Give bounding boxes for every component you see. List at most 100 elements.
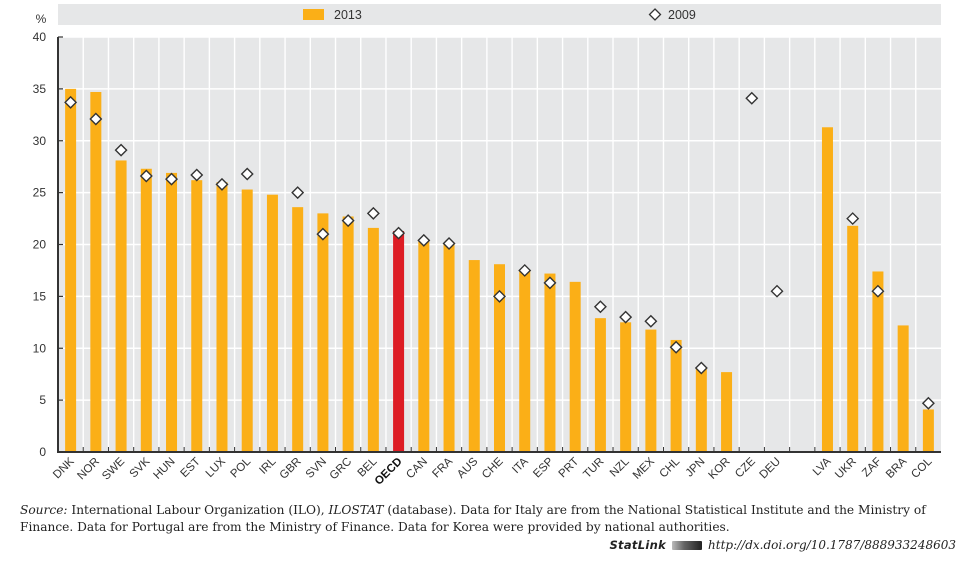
bar-2013-svk	[140, 168, 152, 452]
x-tick-label-gbr: GBR	[278, 456, 304, 482]
marker-2009-pol	[240, 167, 254, 181]
bar-2013-che	[494, 264, 505, 452]
x-tick-label-cze: CZE	[733, 455, 758, 480]
x-tick-label-can: CAN	[404, 456, 430, 482]
bar-2013-swe	[115, 160, 127, 452]
legend-swatch-2013	[303, 9, 324, 20]
statlink-logo-icon	[672, 540, 703, 550]
bar-2013-nor	[90, 91, 102, 453]
marker-2009-tur	[593, 300, 607, 314]
y-tick-label: 5	[39, 393, 46, 407]
axes	[57, 36, 941, 453]
y-axis-unit: %	[36, 12, 47, 26]
bar-2013-oecd	[393, 231, 405, 452]
legend-background	[58, 4, 941, 25]
marker-2009-che	[493, 289, 506, 303]
x-tick-label-est: EST	[179, 456, 203, 480]
x-tick-label-svk: SVK	[128, 455, 153, 480]
marker-2009-gbr	[291, 186, 305, 200]
y-tick-labels: 0 5 10 15 20 25 30 35 40%	[33, 12, 47, 459]
marker-2009-ita	[518, 263, 532, 277]
x-tick-label-pol: POL	[229, 455, 254, 480]
x-tick-label-zaf: ZAF	[860, 456, 884, 480]
legend-label-2009: 2009	[668, 8, 696, 22]
x-tick-label-col: COL	[909, 455, 935, 481]
x-tick-label-grc: GRC	[328, 456, 355, 483]
marker-2009-hun	[165, 172, 179, 186]
marker-2009-nor	[89, 112, 103, 126]
y-tick-label: 10	[33, 341, 47, 355]
bar-2013-est	[191, 180, 203, 453]
y-tick-label: 25	[33, 186, 47, 200]
bar-2013-nzl	[620, 322, 632, 452]
bar-2013-grc	[342, 216, 354, 452]
bar-2013-hun	[166, 172, 178, 452]
marker-2009-svn	[316, 227, 330, 241]
marker-2009-svk	[139, 169, 153, 183]
bar-2013-esp	[544, 273, 556, 452]
marker-2009-jpn	[694, 361, 708, 375]
marker-2009-cze	[745, 91, 759, 105]
marker-2009-mex	[644, 314, 658, 328]
bar-2013-kor	[721, 372, 733, 452]
x-tick-label-oecd: OECD	[373, 456, 405, 488]
marker-2009-zaf	[871, 284, 885, 298]
x-tick-label-lux: LUX	[204, 455, 229, 480]
bar-2013-tur	[594, 318, 606, 452]
bar-2013-dnk	[65, 88, 77, 452]
bar-2013-aus	[468, 260, 480, 452]
marker-2009-swe	[114, 143, 128, 157]
x-tick-label-jpn: JPN	[684, 456, 708, 480]
marker-2009-grc	[341, 214, 355, 228]
marker-2009-col	[921, 396, 935, 410]
x-tick-label-esp: ESP	[531, 455, 556, 480]
marker-2009-est	[190, 168, 204, 182]
bar-2013-ita	[519, 270, 531, 452]
x-tick-label-swe: SWE	[100, 455, 127, 482]
bar-2013-ukr	[847, 225, 859, 452]
bar-2013-can	[418, 240, 430, 452]
bar-2013-lva	[821, 127, 833, 452]
bar-2013-chl	[670, 339, 682, 452]
y-tick-label: 30	[33, 134, 47, 148]
y-tick-label: 15	[33, 289, 47, 303]
x-tick-label-irl: IRL	[257, 455, 279, 477]
bar-2013-pol	[241, 189, 253, 452]
marker-2009-fra	[442, 236, 456, 250]
bar-2013-mex	[645, 329, 657, 452]
source-text-2: (database). Data for Italy are from the …	[20, 503, 926, 534]
source-database: ILOSTAT	[328, 503, 384, 517]
marker-2009-can	[417, 233, 431, 247]
bars-2013	[65, 88, 934, 453]
x-tick-label-fra: FRA	[430, 455, 455, 480]
statlink-url[interactable]: http://dx.doi.org/10.1787/888933248603	[708, 538, 956, 552]
x-tick-label-ita: ITA	[510, 455, 531, 476]
y-tick-label: 0	[39, 445, 46, 459]
marker-2009-dnk	[64, 95, 78, 109]
bar-2013-zaf	[872, 271, 884, 452]
source-note: Source: International Labour Organizatio…	[20, 502, 965, 536]
x-tick-label-lva: LVA	[811, 455, 834, 478]
bar-2013-fra	[443, 244, 455, 452]
markers-2009	[64, 91, 935, 410]
statlink-label: StatLink	[609, 538, 667, 552]
y-tick-label: 40	[33, 30, 47, 44]
x-tick-label-hun: HUN	[152, 456, 178, 482]
x-tick-label-chl: CHL	[657, 455, 682, 480]
legend: 2013 2009	[58, 4, 941, 25]
bar-2013-bra	[897, 325, 909, 452]
bar-2013-lux	[216, 182, 228, 452]
x-tick-label-dnk: DNK	[51, 455, 77, 481]
marker-2009-esp	[543, 276, 557, 290]
legend-label-2013: 2013	[334, 8, 362, 22]
x-tick-label-nzl: NZL	[608, 455, 632, 479]
source-text-1: International Labour Organization (ILO),	[67, 503, 329, 517]
x-tick-label-prt: PRT	[557, 456, 582, 481]
y-tick-label: 20	[33, 238, 47, 252]
bar-2013-prt	[569, 281, 581, 452]
bar-2013-irl	[266, 194, 278, 452]
x-tick-label-deu: DEU	[757, 456, 783, 482]
x-tick-label-mex: MEX	[631, 455, 657, 481]
bar-2013-col	[922, 409, 934, 452]
